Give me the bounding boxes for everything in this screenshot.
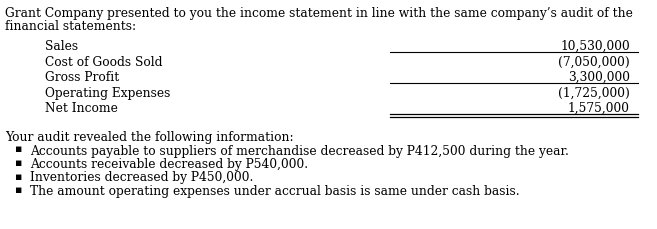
Text: Your audit revealed the following information:: Your audit revealed the following inform… [5,131,294,144]
Text: Net Income: Net Income [45,101,118,114]
Text: 3,300,000: 3,300,000 [568,71,630,84]
Text: ▪: ▪ [14,144,22,154]
Text: Inventories decreased by P450,000.: Inventories decreased by P450,000. [30,171,254,184]
Text: ▪: ▪ [14,184,22,194]
Text: (1,725,000): (1,725,000) [558,86,630,99]
Text: The amount operating expenses under accrual basis is same under cash basis.: The amount operating expenses under accr… [30,184,520,197]
Text: Cost of Goods Sold: Cost of Goods Sold [45,55,162,68]
Text: Accounts receivable decreased by P540,000.: Accounts receivable decreased by P540,00… [30,157,308,170]
Text: ▪: ▪ [14,171,22,181]
Text: Sales: Sales [45,40,78,53]
Text: 10,530,000: 10,530,000 [560,40,630,53]
Text: Gross Profit: Gross Profit [45,71,120,84]
Text: 1,575,000: 1,575,000 [568,101,630,114]
Text: ▪: ▪ [14,157,22,167]
Text: Operating Expenses: Operating Expenses [45,86,170,99]
Text: Accounts payable to suppliers of merchandise decreased by P412,500 during the ye: Accounts payable to suppliers of merchan… [30,144,569,157]
Text: Grant Company presented to you the income statement in line with the same compan: Grant Company presented to you the incom… [5,7,633,20]
Text: financial statements:: financial statements: [5,20,136,33]
Text: (7,050,000): (7,050,000) [558,55,630,68]
